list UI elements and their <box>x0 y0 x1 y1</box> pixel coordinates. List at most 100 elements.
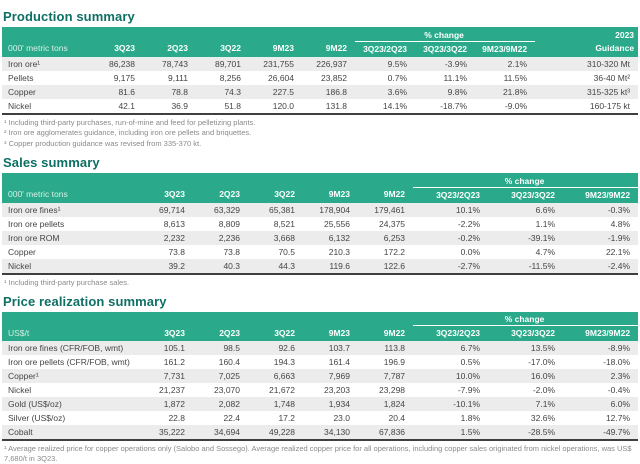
column-header: 3Q22 <box>220 43 241 54</box>
price-table: % change US$/t 3Q23 2Q23 3Q22 9M23 9M22 3Q23/2Q… <box>2 311 639 442</box>
sales-table: % change 000' metric tons 3Q23 2Q23 3Q22 9M23… <box>2 173 639 275</box>
cell: 32.6% <box>530 413 556 424</box>
cell: 63,329 <box>214 204 240 215</box>
cell: 179,461 <box>374 204 406 215</box>
cell: 1.5% <box>460 427 481 438</box>
column-header: 9M23 <box>328 189 350 200</box>
cell: 119.6 <box>329 260 350 271</box>
cell: 1,872 <box>163 399 185 410</box>
column-header: 3Q23/2Q23 <box>436 189 481 200</box>
cell: 186.8 <box>325 86 348 97</box>
cell: 73.8 <box>223 246 240 257</box>
table-row: Pellets 9,175 9,111 8,256 26,604 23,852 0.7% 11… <box>2 71 638 85</box>
cell: -2.2% <box>457 218 481 229</box>
cell: 81.6 <box>118 86 135 97</box>
column-header: 3Q23 <box>114 43 135 54</box>
cell: 78.8 <box>171 86 188 97</box>
cell: 23.0 <box>333 413 350 424</box>
cell: 51.8 <box>224 100 241 111</box>
cell: 4.8% <box>610 218 631 229</box>
pct-change-group-header: % change <box>413 311 639 327</box>
header-group-row: % change 2023 <box>2 27 638 42</box>
cell: 7,787 <box>383 371 406 382</box>
cell: 172.2 <box>383 246 406 257</box>
cell: 36-40 Mt² <box>593 72 631 83</box>
column-header: 9M23 <box>328 327 350 338</box>
footnote: ¹ Average realized price for copper oper… <box>4 444 632 463</box>
column-header: 3Q23 <box>164 327 185 338</box>
cell: 160.4 <box>218 357 240 368</box>
cell: 3.6% <box>387 86 408 97</box>
cell: 0.0% <box>460 246 481 257</box>
footnote: ² Iron ore agglomerates guidance, includ… <box>4 128 252 138</box>
cell: 178,904 <box>319 204 350 215</box>
cell: 8,521 <box>273 218 295 229</box>
header-spacer <box>2 312 413 326</box>
cell: -49.7% <box>603 427 631 438</box>
sales-summary-section: Sales summary % change 000' metric tons 3Q… <box>2 155 639 287</box>
cell: 11.1% <box>443 72 468 83</box>
price-realization-summary-section: Price realization summary % change US$/t 3… <box>2 293 639 464</box>
row-label: Iron ore fines¹ <box>8 204 61 215</box>
cell: 35,222 <box>159 427 185 438</box>
header-group-row: % change <box>2 173 639 188</box>
column-header: 9M23 <box>272 43 294 54</box>
column-header: 2Q23 <box>219 189 240 200</box>
column-header: 3Q23/3Q22 <box>423 43 468 54</box>
unit-label: 000' metric tons <box>8 189 68 200</box>
column-header-guidance: Guidance <box>595 43 635 54</box>
unit-label: US$/t <box>8 327 30 338</box>
cell: 315-325 kt³ <box>587 86 631 97</box>
cell: 20.4 <box>388 413 406 424</box>
table-row: Nickel 39.2 40.3 44.3 119.6 122.6 -2.7% -11.5% -… <box>2 258 639 274</box>
cell: 9.8% <box>447 86 468 97</box>
section-title-price-realization: Price realization summary <box>3 293 167 309</box>
cell: 26,604 <box>268 72 294 83</box>
cell: 13.5% <box>530 343 556 354</box>
cell: -11.5% <box>528 260 556 271</box>
cell: 160-175 kt <box>589 100 631 111</box>
cell: 44.3 <box>278 260 295 271</box>
cell: -9.0% <box>504 100 528 111</box>
row-label: Silver (US$/oz) <box>8 413 66 424</box>
cell: 34,130 <box>324 427 350 438</box>
cell: 6,253 <box>383 232 406 243</box>
column-header: 3Q23/2Q23 <box>436 328 481 339</box>
cell: 103.7 <box>328 343 350 354</box>
row-label: Nickel <box>8 260 32 271</box>
cell: 22.8 <box>168 413 185 424</box>
cell: -8.9% <box>607 343 631 354</box>
column-header: 9M23/9M22 <box>585 328 631 339</box>
cell: 39.2 <box>168 260 185 271</box>
cell: 7.1% <box>535 399 556 410</box>
cell: 21,672 <box>269 385 295 396</box>
production-table-container: % change 2023 000' metric tons 3Q23 2Q23 3Q22… <box>2 27 639 149</box>
footnote: ³ Copper production guidance was revised… <box>4 139 202 149</box>
cell: 67,836 <box>379 427 406 438</box>
cell: 227.5 <box>272 86 294 97</box>
cell: -2.7% <box>457 260 481 271</box>
cell: -1.9% <box>607 232 631 243</box>
cell: 6.7% <box>460 343 481 354</box>
cell: 6.6% <box>535 204 556 215</box>
pct-change-group-header: % change <box>413 173 639 188</box>
row-label: Copper <box>8 86 36 97</box>
production-summary-section: Production summary % change 2023 000' metr… <box>2 9 639 149</box>
cell: 105.1 <box>163 343 185 354</box>
cell: 7,731 <box>163 371 185 382</box>
cell: 21.8% <box>502 86 528 97</box>
cell: 10.1% <box>455 204 481 215</box>
row-label: Iron ore pellets (CFR/FOB, wmt) <box>8 357 130 368</box>
cell: 78,743 <box>162 58 188 69</box>
header-group-row: % change <box>2 311 639 327</box>
cell: 89,701 <box>215 58 241 69</box>
cell: 23,852 <box>321 72 348 83</box>
cell: 131.8 <box>325 100 348 111</box>
cell: 6,132 <box>328 232 350 243</box>
cell: 23,203 <box>324 385 350 396</box>
cell: 1,748 <box>273 399 295 410</box>
cell: 161.2 <box>163 357 185 368</box>
cell: 69,714 <box>159 204 185 215</box>
cell: 98.5 <box>223 343 240 354</box>
table-row: Iron ore fines (CFR/FOB, wmt) 105.1 98.5 92… <box>2 341 639 356</box>
